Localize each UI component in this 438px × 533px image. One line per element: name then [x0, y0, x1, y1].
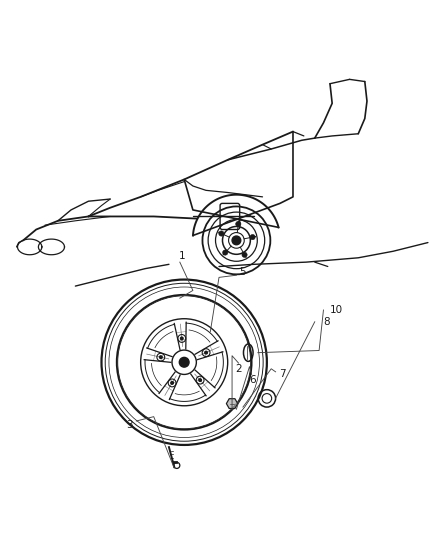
Circle shape — [199, 379, 201, 382]
Circle shape — [171, 382, 173, 384]
Text: 1: 1 — [179, 251, 185, 261]
Text: 6: 6 — [250, 375, 256, 385]
Circle shape — [219, 231, 224, 236]
Circle shape — [179, 357, 189, 367]
Text: 5: 5 — [240, 266, 246, 277]
Circle shape — [223, 250, 228, 255]
Polygon shape — [226, 399, 238, 408]
Text: 2: 2 — [235, 364, 242, 374]
Circle shape — [159, 356, 162, 359]
Circle shape — [180, 337, 183, 340]
Circle shape — [242, 252, 247, 257]
Circle shape — [205, 351, 208, 354]
Circle shape — [250, 235, 255, 240]
Text: 3: 3 — [127, 420, 133, 430]
Text: 10: 10 — [330, 305, 343, 315]
Circle shape — [232, 236, 241, 245]
Circle shape — [236, 221, 241, 227]
Text: 7: 7 — [279, 369, 286, 379]
Text: 8: 8 — [324, 317, 330, 327]
